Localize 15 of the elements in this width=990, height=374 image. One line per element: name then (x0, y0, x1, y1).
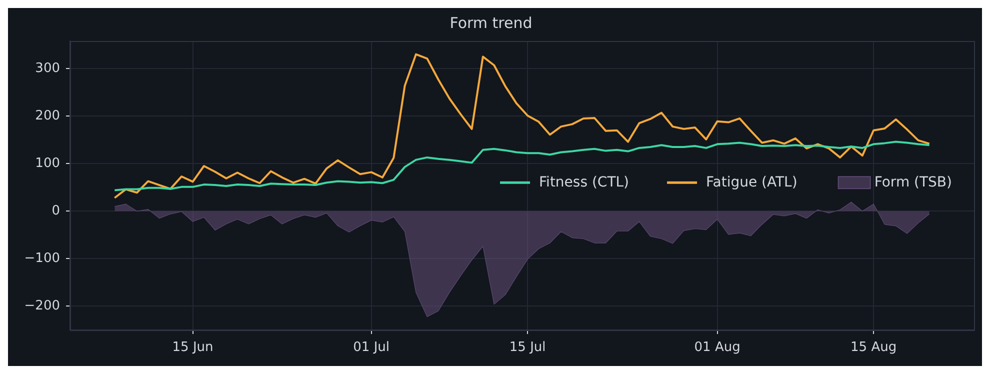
x-tick-label: 15 Jun (172, 340, 214, 356)
y-tick-label: −100 (24, 251, 60, 266)
y-tick-label: 0 (52, 204, 60, 219)
y-tick-label: 300 (35, 60, 60, 76)
legend-label: Fitness (CTL) (539, 174, 630, 190)
y-tick-label: 100 (35, 156, 60, 172)
y-tick-label: −200 (24, 298, 60, 314)
x-tick-label: 01 Aug (694, 340, 740, 356)
x-tick-label: 01 Jul (353, 340, 390, 356)
x-tick-label: 15 Jul (509, 340, 546, 356)
y-tick-label: 200 (35, 108, 60, 124)
chart-title: Form trend (450, 14, 532, 32)
legend-label: Fatigue (ATL) (706, 174, 798, 190)
legend-label: Form (TSB) (874, 174, 952, 190)
x-tick-label: 15 Aug (850, 340, 897, 356)
